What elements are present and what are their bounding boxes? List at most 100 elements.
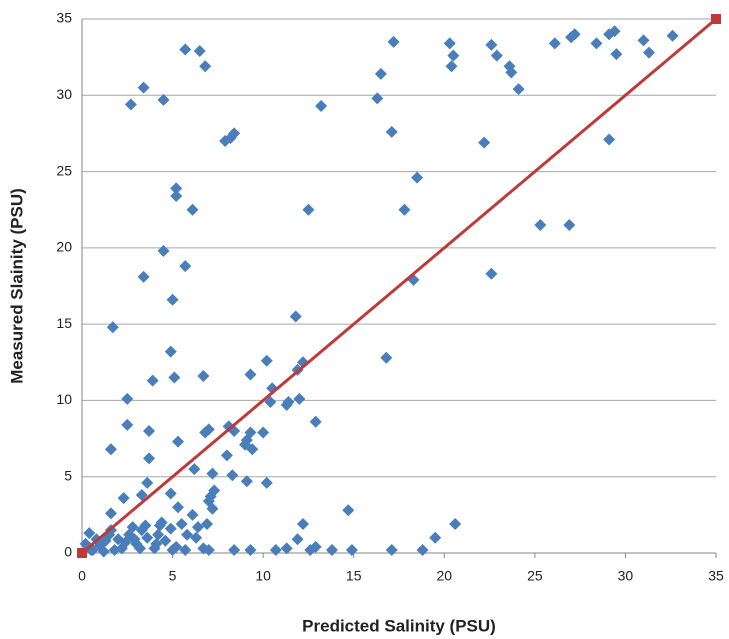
- point: [159, 534, 172, 547]
- point: [164, 345, 177, 358]
- y-tick-label: 25: [56, 162, 72, 178]
- x-tick-label: 10: [255, 568, 271, 584]
- point: [220, 449, 233, 462]
- point: [157, 244, 170, 257]
- point: [244, 368, 257, 381]
- point: [197, 370, 210, 383]
- point: [181, 528, 194, 541]
- point: [141, 476, 154, 489]
- point: [398, 203, 411, 216]
- point: [139, 519, 152, 532]
- point: [416, 543, 429, 556]
- point: [325, 543, 338, 556]
- point: [385, 543, 398, 556]
- point: [296, 518, 309, 531]
- point: [152, 528, 165, 541]
- point: [291, 533, 304, 546]
- point: [244, 426, 257, 439]
- point: [135, 489, 148, 502]
- point: [711, 14, 721, 24]
- point: [186, 203, 199, 216]
- point: [155, 516, 168, 529]
- point: [104, 443, 117, 456]
- point: [77, 548, 87, 558]
- point: [117, 492, 130, 505]
- point: [282, 395, 295, 408]
- y-tick-label: 35: [56, 10, 72, 26]
- point: [257, 426, 270, 439]
- point: [260, 476, 273, 489]
- point: [188, 463, 201, 476]
- point: [126, 521, 139, 534]
- point: [637, 34, 650, 47]
- point: [137, 270, 150, 283]
- point: [385, 125, 398, 138]
- point: [269, 543, 282, 556]
- point: [164, 487, 177, 500]
- point: [206, 467, 219, 480]
- point: [197, 542, 210, 555]
- point: [190, 531, 203, 544]
- y-axis-title: Measured Slainity (PSU): [7, 188, 26, 384]
- y-tick-label: 5: [64, 467, 72, 483]
- point: [186, 508, 199, 521]
- y-tick-label: 0: [64, 544, 72, 560]
- point: [168, 371, 181, 384]
- point: [146, 374, 159, 387]
- point: [179, 43, 192, 56]
- point: [246, 443, 259, 456]
- point: [179, 543, 192, 556]
- point: [97, 545, 110, 558]
- point: [137, 81, 150, 94]
- x-tick-label: 15: [346, 568, 362, 584]
- point: [429, 531, 442, 544]
- point: [309, 415, 322, 428]
- x-tick-label: 0: [78, 568, 86, 584]
- point: [172, 435, 185, 448]
- point: [150, 537, 163, 550]
- point: [387, 35, 400, 48]
- x-tick-label: 30: [618, 568, 634, 584]
- point: [108, 543, 121, 556]
- x-tick-label: 35: [708, 568, 724, 584]
- point: [106, 321, 119, 334]
- point: [293, 392, 306, 405]
- point: [228, 543, 241, 556]
- point: [208, 484, 221, 497]
- point: [608, 25, 621, 38]
- y-tick-label: 30: [56, 86, 72, 102]
- point: [490, 49, 503, 62]
- point: [485, 38, 498, 51]
- point: [603, 133, 616, 146]
- point: [380, 351, 393, 364]
- point: [143, 452, 156, 465]
- point: [485, 267, 498, 280]
- point: [260, 354, 273, 367]
- point: [143, 424, 156, 437]
- point: [666, 29, 679, 42]
- point: [264, 395, 277, 408]
- point: [411, 171, 424, 184]
- point: [443, 37, 456, 50]
- point: [133, 542, 146, 555]
- y-tick-label: 10: [56, 391, 72, 407]
- point: [157, 93, 170, 106]
- y-tick-label: 15: [56, 315, 72, 331]
- point: [478, 136, 491, 149]
- point: [302, 203, 315, 216]
- point: [141, 531, 154, 544]
- point: [374, 67, 387, 80]
- point: [166, 543, 179, 556]
- point: [505, 66, 518, 79]
- line: [81, 17, 717, 555]
- point: [244, 543, 257, 556]
- y-tick-label: 20: [56, 239, 72, 255]
- point: [128, 533, 141, 546]
- point: [345, 543, 358, 556]
- point: [121, 418, 134, 431]
- point: [568, 28, 581, 41]
- point: [170, 182, 183, 195]
- point: [445, 60, 458, 73]
